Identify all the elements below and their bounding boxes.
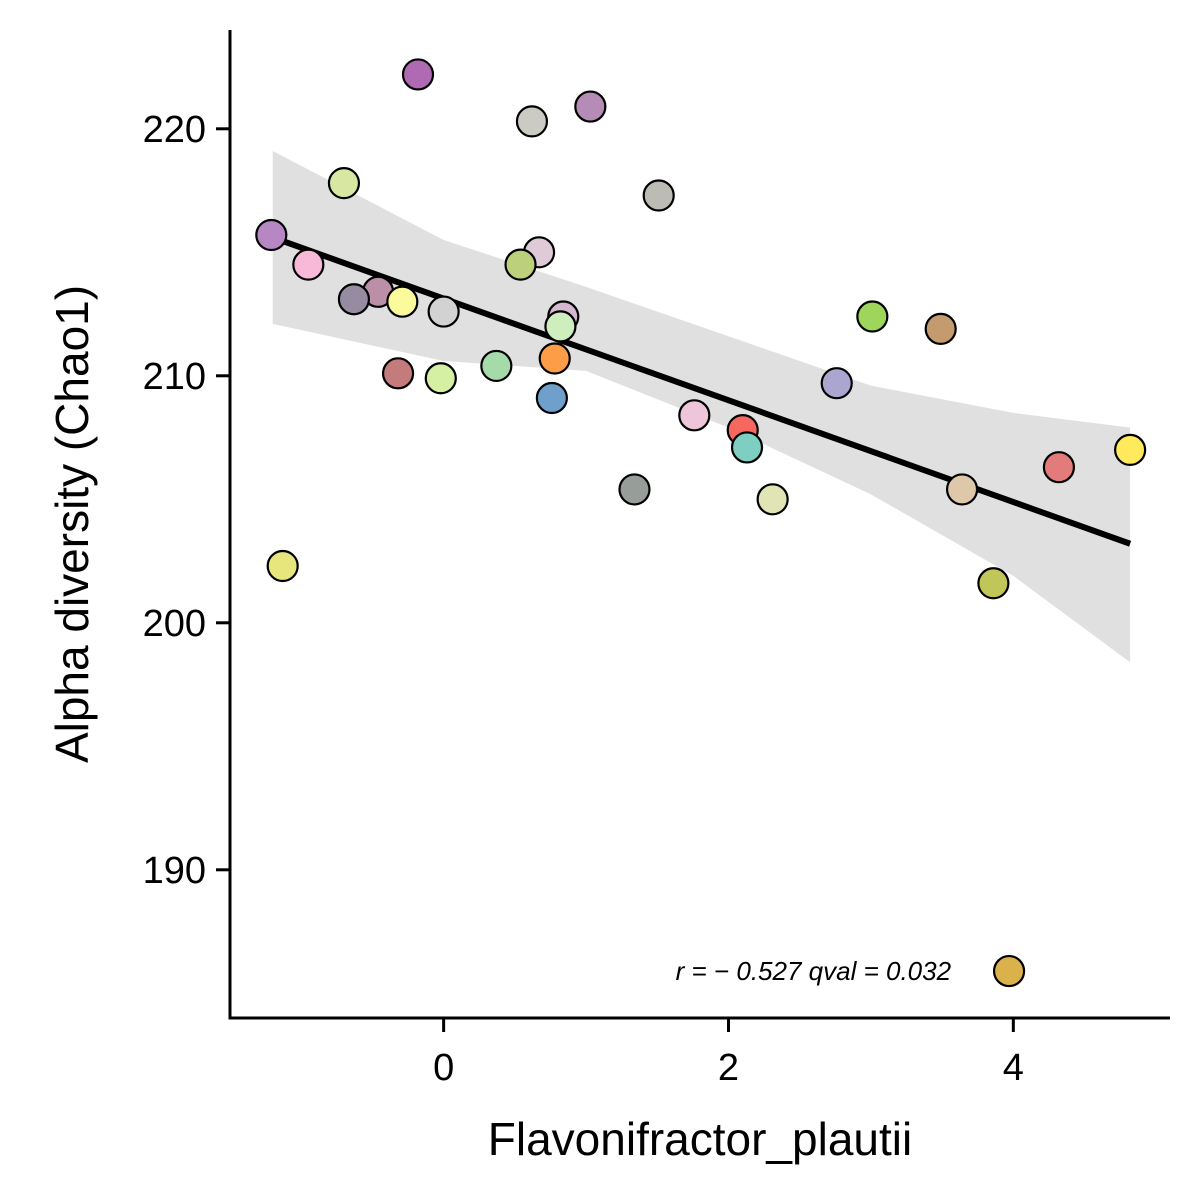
points-layer bbox=[255, 58, 1147, 600]
regression-line bbox=[271, 234, 1132, 547]
data-point bbox=[977, 567, 1010, 600]
data-point bbox=[618, 473, 651, 506]
axes-layer: 190 200 210 220 0 2 4 bbox=[143, 30, 1170, 1089]
data-point bbox=[327, 167, 361, 200]
data-point bbox=[427, 295, 460, 328]
data-point bbox=[480, 349, 513, 383]
data-point bbox=[730, 431, 764, 464]
y-tick-label: 200 bbox=[143, 603, 206, 645]
correlation-annotation: r = − 0.527 qval = 0.032 bbox=[676, 956, 952, 986]
y-tick-label: 210 bbox=[143, 356, 206, 398]
data-point bbox=[574, 90, 607, 123]
annotation-point bbox=[992, 954, 1026, 988]
data-point bbox=[386, 285, 419, 318]
data-point bbox=[538, 342, 571, 375]
data-point bbox=[856, 300, 889, 333]
data-point bbox=[756, 483, 789, 516]
data-point bbox=[544, 310, 577, 343]
data-point bbox=[642, 179, 675, 212]
x-tick-label: 0 bbox=[433, 1047, 454, 1089]
data-point bbox=[381, 357, 415, 390]
data-point bbox=[535, 381, 568, 415]
data-point bbox=[515, 105, 549, 138]
y-tick-label: 220 bbox=[143, 109, 206, 151]
data-point bbox=[424, 362, 457, 395]
data-point bbox=[945, 473, 979, 506]
data-point bbox=[401, 58, 435, 91]
data-point bbox=[504, 248, 537, 281]
data-point bbox=[337, 283, 371, 316]
y-tick-label: 190 bbox=[143, 850, 206, 892]
x-tick-label: 2 bbox=[718, 1047, 739, 1089]
data-point bbox=[292, 248, 325, 281]
data-point bbox=[266, 549, 299, 583]
data-point bbox=[255, 218, 288, 252]
data-point bbox=[678, 399, 711, 432]
data-point bbox=[1114, 433, 1147, 466]
annotation-layer: r = − 0.527 qval = 0.032 bbox=[676, 954, 1026, 988]
y-axis-title: Alpha diversity (Chao1) bbox=[46, 285, 98, 763]
x-axis-title: Flavonifractor_plautii bbox=[488, 1113, 912, 1165]
data-point bbox=[924, 312, 957, 345]
fit-line-layer bbox=[271, 234, 1132, 547]
data-point bbox=[1042, 451, 1076, 484]
x-tick-label: 4 bbox=[1003, 1047, 1024, 1089]
data-point bbox=[820, 367, 853, 400]
